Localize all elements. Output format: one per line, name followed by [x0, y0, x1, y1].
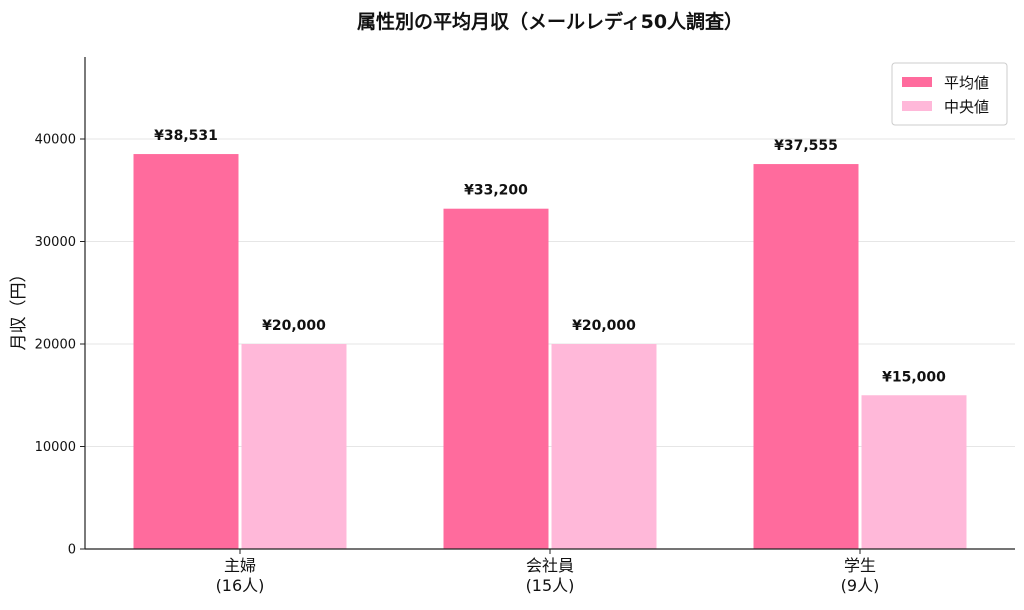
- bar: [753, 164, 859, 549]
- data-label: ¥20,000: [572, 318, 636, 334]
- legend-label: 中央値: [944, 98, 989, 116]
- legend-swatch: [902, 77, 932, 87]
- y-tick-label: 20000: [35, 338, 76, 353]
- y-tick-label: 40000: [35, 133, 76, 148]
- x-tick-label: (16人): [216, 576, 265, 595]
- x-tick-label: 主婦: [224, 556, 256, 575]
- y-tick-label: 30000: [35, 235, 76, 250]
- data-label: ¥38,531: [154, 128, 218, 144]
- data-label: ¥37,555: [774, 138, 838, 154]
- gridlines: [85, 138, 1015, 447]
- bars: ¥38,531 ¥20,000 ¥33,200 ¥20,000 ¥37,555 ¥15,0…: [133, 128, 967, 549]
- x-tick-label: 学生: [844, 556, 876, 575]
- axes: 0 10000 20000 30000 40000 主婦(16人) 会社員(15人) 学生(9…: [35, 57, 1015, 595]
- legend-label: 平均値: [944, 74, 989, 92]
- data-label: ¥20,000: [262, 318, 326, 334]
- y-tick-label: 0: [68, 543, 76, 558]
- bar: [133, 154, 239, 549]
- bar: [241, 344, 347, 549]
- x-tick-label: 会社員: [526, 556, 574, 575]
- chart-title: 属性別の平均月収（メールレディ50人調査）: [357, 10, 743, 33]
- bar: [861, 395, 967, 549]
- bar: [551, 344, 657, 549]
- legend-swatch: [902, 101, 932, 111]
- bar: [443, 208, 549, 549]
- data-label: ¥15,000: [882, 369, 946, 385]
- x-tick-label: (9人): [841, 576, 880, 595]
- y-axis-label: 月収（円）: [9, 266, 29, 351]
- data-label: ¥33,200: [464, 183, 528, 199]
- x-tick-label: (15人): [526, 576, 575, 595]
- y-tick-label: 10000: [35, 440, 76, 455]
